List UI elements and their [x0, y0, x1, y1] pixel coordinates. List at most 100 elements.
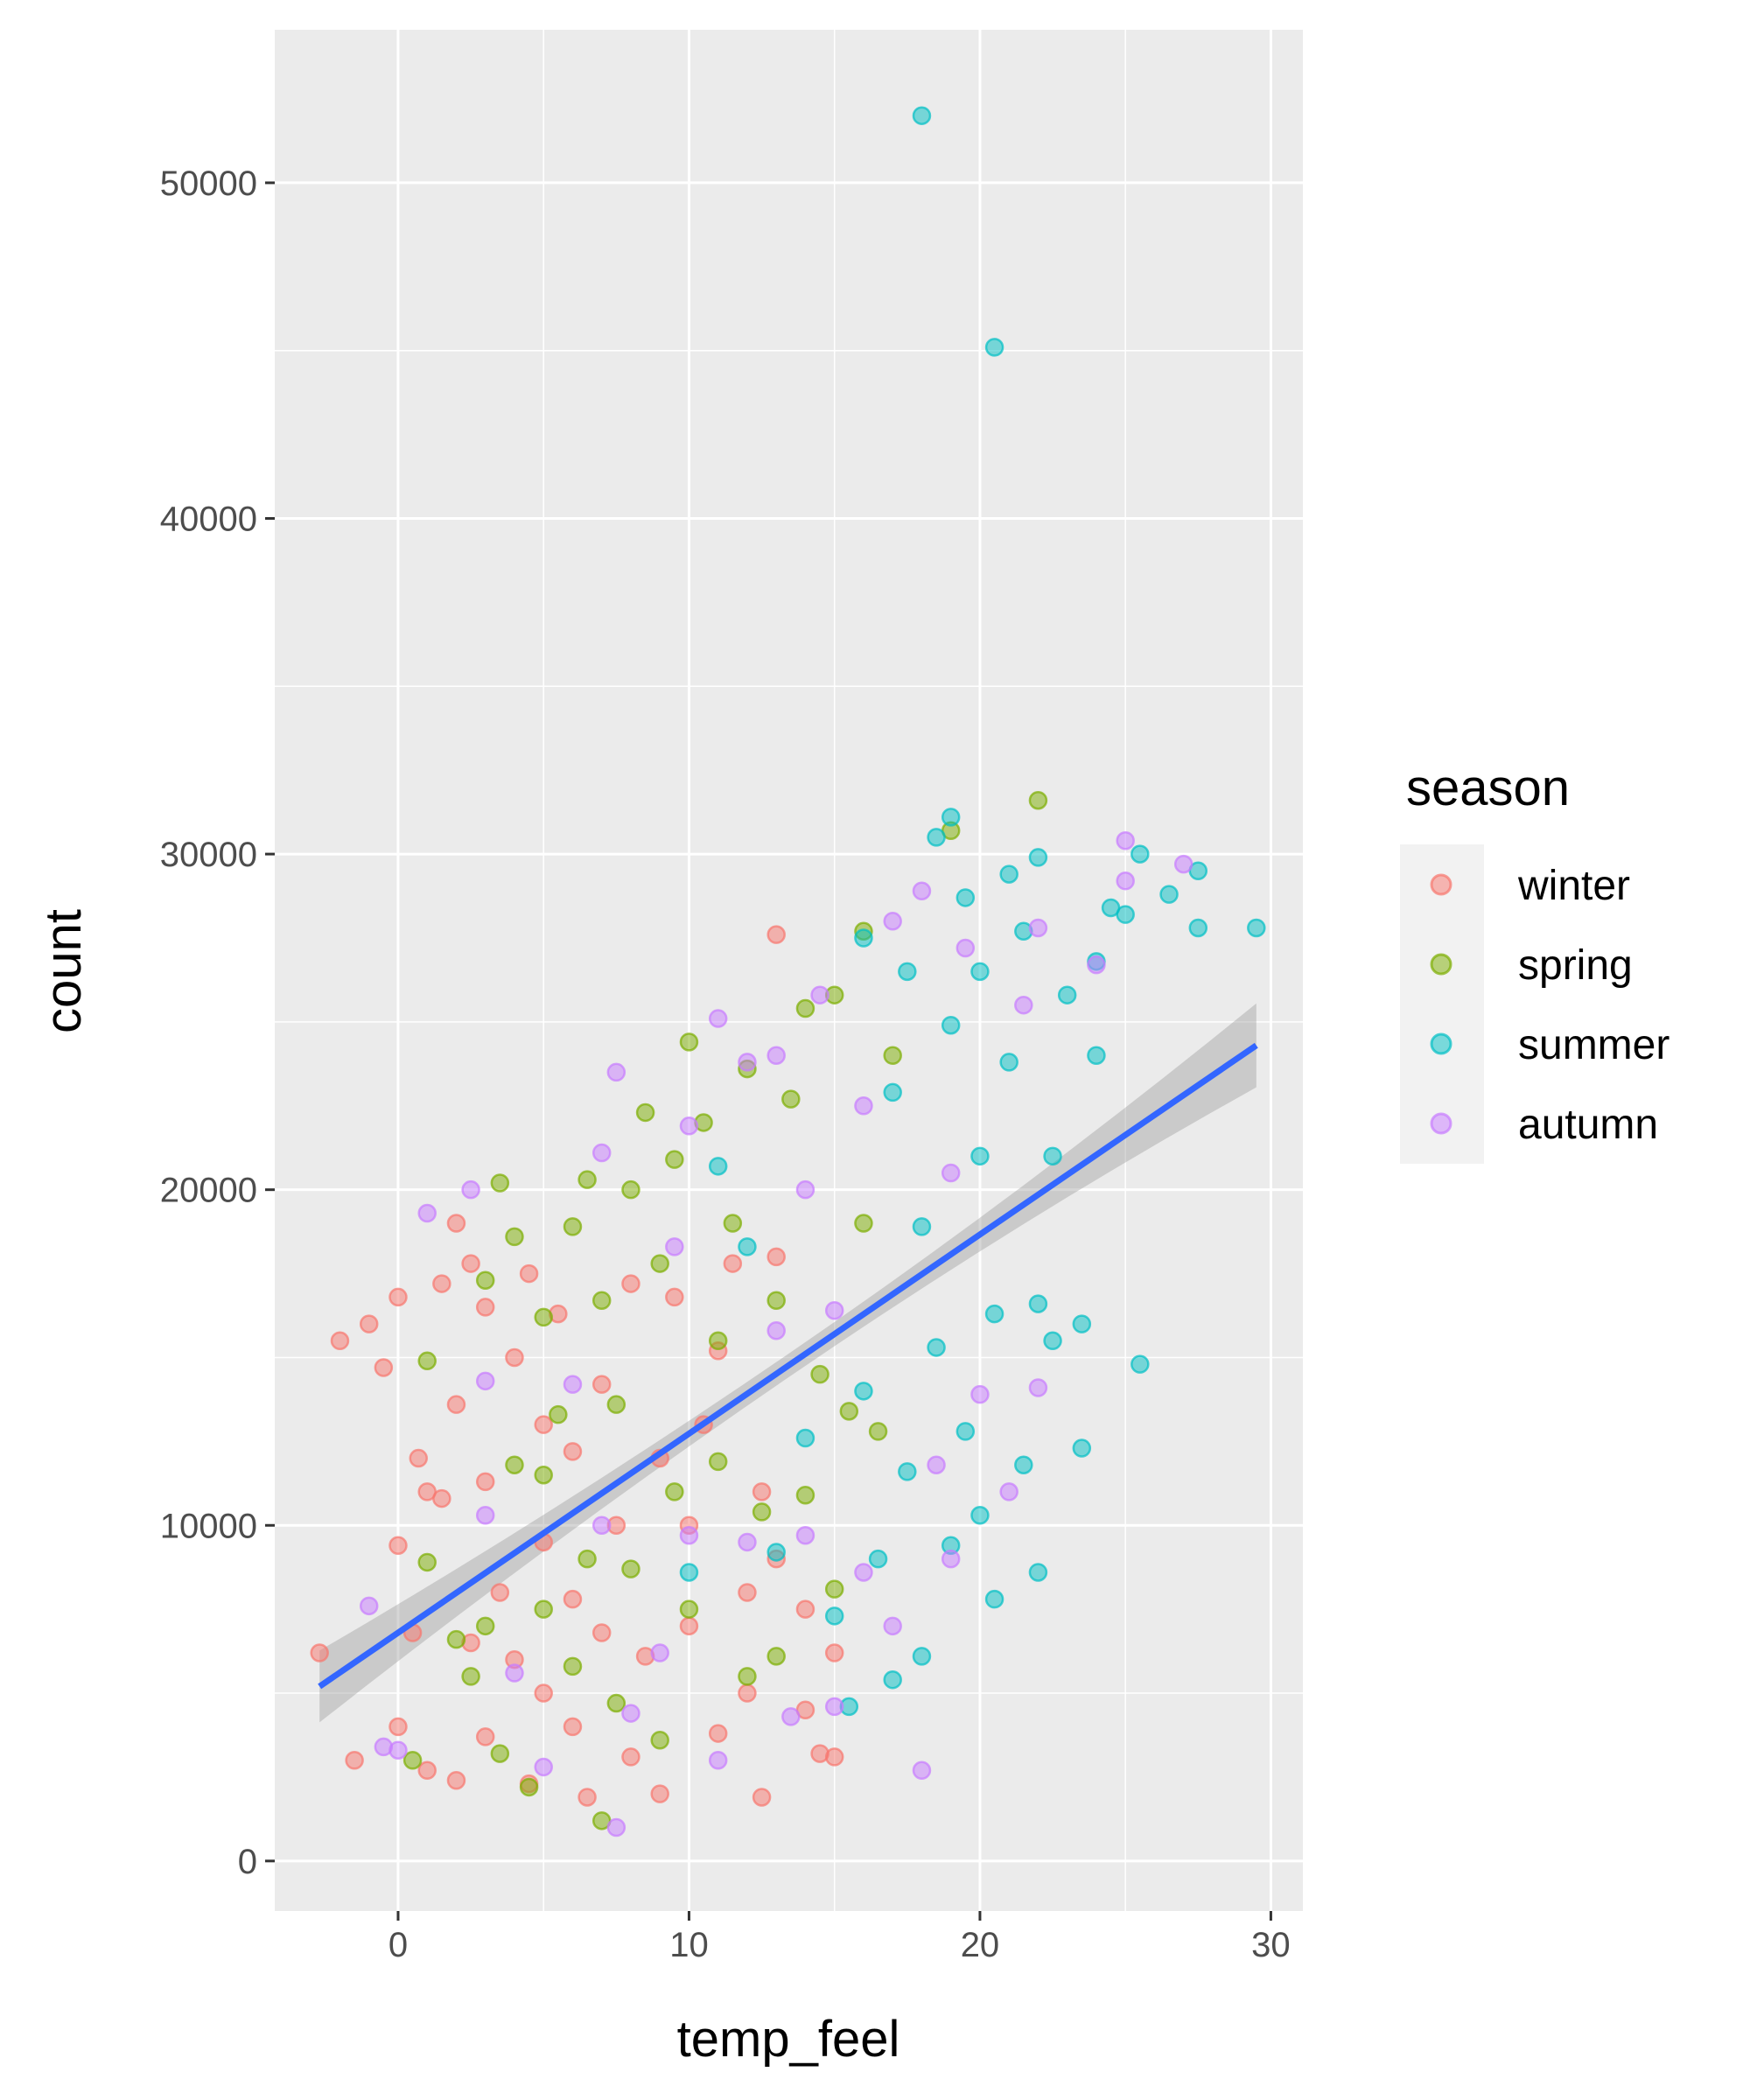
point-winter — [650, 1784, 669, 1803]
legend-key-winter — [1430, 873, 1452, 896]
point-winter — [795, 1600, 816, 1619]
point-summer — [708, 1157, 728, 1176]
point-spring — [854, 1214, 873, 1233]
point-spring — [578, 1549, 597, 1569]
point-summer — [1043, 1331, 1062, 1351]
point-winter — [432, 1274, 452, 1293]
point-winter — [824, 1747, 844, 1767]
point-spring — [592, 1291, 612, 1311]
point-summer — [854, 928, 873, 948]
point-spring — [490, 1744, 510, 1763]
point-autumn — [359, 1596, 379, 1616]
point-summer — [824, 1606, 844, 1626]
point-winter — [665, 1287, 684, 1307]
point-winter — [388, 1536, 408, 1556]
point-summer — [984, 1304, 1004, 1324]
point-winter — [345, 1751, 364, 1770]
point-summer — [984, 338, 1004, 357]
point-summer — [1247, 918, 1266, 938]
point-summer — [1159, 885, 1179, 904]
point-autumn — [592, 1516, 612, 1536]
legend-label-summer: summer — [1518, 1022, 1670, 1068]
point-winter — [505, 1348, 524, 1368]
point-autumn — [766, 1321, 786, 1340]
point-autumn — [941, 1549, 961, 1569]
point-summer — [883, 1082, 902, 1102]
point-summer — [766, 1543, 786, 1562]
point-winter — [752, 1788, 772, 1807]
point-spring — [766, 1291, 786, 1311]
point-winter — [752, 1482, 772, 1502]
point-summer — [898, 962, 917, 982]
point-winter — [446, 1214, 466, 1233]
point-summer — [912, 106, 932, 125]
legend: season winter spring summer autumn — [1400, 760, 1670, 1164]
point-summer — [1072, 1438, 1092, 1458]
point-autumn — [1087, 955, 1106, 975]
point-spring — [795, 1485, 816, 1505]
point-winter — [766, 1247, 786, 1267]
legend-key-summer — [1430, 1032, 1452, 1055]
point-autumn — [1028, 1378, 1048, 1397]
point-winter — [359, 1314, 379, 1334]
point-spring — [650, 1731, 669, 1750]
point-winter — [374, 1358, 394, 1377]
point-spring — [417, 1552, 437, 1572]
point-autumn — [461, 1180, 480, 1200]
point-autumn — [1116, 872, 1135, 891]
point-autumn — [679, 1526, 699, 1545]
point-autumn — [883, 1616, 902, 1636]
point-summer — [1087, 1046, 1106, 1065]
point-winter — [578, 1788, 597, 1807]
point-spring — [752, 1502, 772, 1522]
point-spring — [650, 1254, 669, 1273]
point-summer — [941, 1015, 961, 1035]
point-summer — [956, 888, 976, 907]
point-spring — [534, 1307, 553, 1327]
point-spring — [534, 1600, 553, 1619]
point-summer — [1028, 1563, 1048, 1582]
axis-ticks: 0 10 20 30 0 10000 20000 30000 40000 50000 — [160, 164, 1291, 1964]
point-spring — [505, 1455, 524, 1474]
point-summer — [1188, 918, 1208, 938]
point-winter — [738, 1583, 757, 1602]
point-summer — [1014, 1455, 1033, 1474]
point-spring — [606, 1395, 626, 1414]
point-spring — [475, 1270, 495, 1290]
point-spring — [534, 1465, 553, 1485]
point-winter — [330, 1331, 350, 1351]
point-spring — [519, 1777, 539, 1797]
legend-key-spring — [1430, 953, 1452, 976]
point-autumn — [824, 1697, 844, 1717]
point-autumn — [912, 881, 932, 901]
grid-lines — [275, 30, 1303, 1911]
y-tick-label: 10000 — [160, 1507, 257, 1545]
point-spring — [795, 998, 816, 1018]
point-summer — [1057, 985, 1077, 1004]
x-tick-label: 30 — [1251, 1926, 1291, 1964]
point-autumn — [606, 1062, 626, 1082]
point-winter — [621, 1747, 640, 1767]
point-spring — [402, 1751, 423, 1770]
point-spring — [738, 1667, 757, 1686]
point-autumn — [854, 1096, 873, 1116]
point-summer — [1028, 1294, 1048, 1313]
point-spring — [679, 1600, 699, 1619]
point-autumn — [621, 1704, 640, 1723]
point-spring — [621, 1559, 640, 1578]
point-winter — [824, 1643, 844, 1662]
point-autumn — [475, 1371, 495, 1391]
point-winter — [592, 1623, 612, 1642]
point-winter — [723, 1254, 743, 1273]
point-spring — [417, 1351, 437, 1371]
point-autumn — [810, 985, 830, 1004]
point-winter — [708, 1724, 728, 1743]
point-winter — [592, 1375, 612, 1394]
point-autumn — [999, 1482, 1018, 1502]
point-autumn — [1028, 918, 1048, 938]
point-autumn — [708, 1751, 728, 1770]
point-winter — [738, 1684, 757, 1703]
point-winter — [310, 1643, 329, 1662]
y-axis-title: count — [35, 909, 92, 1033]
